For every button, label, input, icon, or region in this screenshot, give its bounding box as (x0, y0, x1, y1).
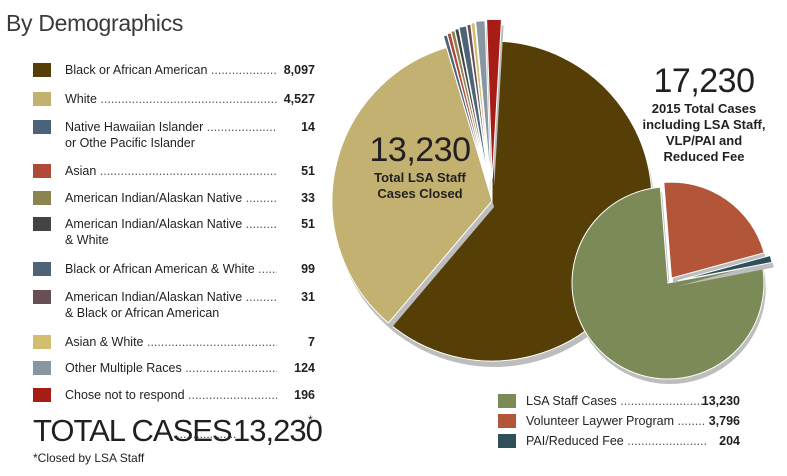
legend-swatch (33, 63, 51, 77)
legend-swatch (33, 120, 51, 134)
legend-swatch (33, 335, 51, 349)
legend-label: American Indian/Alaskan Native (65, 289, 277, 305)
legend-value: 14 (301, 120, 315, 134)
total-cases-leader: ................... (173, 427, 237, 441)
legend-swatch (33, 388, 51, 402)
legend-label-line2: or Othe Pacific Islander (65, 136, 195, 150)
pie-slice-american-indian-alaskan-native-white (454, 28, 490, 186)
second-pie-caption-line: 2015 Total Cases (651, 101, 757, 116)
main-pie-caption: Total LSA Staff Cases Closed (350, 170, 490, 202)
second-pie-caption-line: including LSA Staff, (642, 117, 766, 132)
legend-label: Black or African American (65, 62, 277, 78)
legend-swatch (33, 361, 51, 375)
second-pie-caption-line: Reduced Fee (663, 149, 745, 164)
legend-label: Other Multiple Races (65, 360, 277, 376)
total-cases-value: 13,230 (233, 413, 323, 448)
legend-value: 4,527 (283, 92, 315, 106)
legend-label: Asian (65, 163, 277, 179)
main-pie-caption-line: Cases Closed (377, 186, 463, 201)
legend-value: 7 (308, 335, 315, 349)
legend-swatch (33, 92, 51, 106)
pie-slice-asian-white (470, 22, 491, 182)
section-heading: By Demographics (6, 10, 184, 36)
legend-swatch (498, 434, 516, 448)
legend-label: Native Hawaiian Islander (65, 119, 277, 135)
pie-slice-chose-not-to-respond (486, 18, 503, 180)
legend-label: PAI/Reduced Fee (526, 433, 706, 449)
legend-value: 13,230 (701, 394, 740, 408)
legend-swatch (498, 394, 516, 408)
legend-label: Chose not to respond (65, 387, 277, 403)
legend-value: 99 (301, 262, 315, 276)
main-pie-caption-line: Total LSA Staff (374, 170, 466, 185)
legend-swatch (33, 217, 51, 231)
legend-label: Asian & White (65, 334, 277, 350)
pie-slice-pai-reduced-fee (677, 254, 773, 282)
legend-value: 33 (301, 191, 315, 205)
legend-label: Volunteer Laywer Program (526, 413, 706, 429)
pie-slice-volunteer-laywer-program (663, 181, 765, 279)
legend-value: 8,097 (283, 63, 315, 77)
legend-label: White (65, 91, 277, 107)
legend-value: 196 (294, 388, 315, 402)
legend-swatch (33, 290, 51, 304)
legend-value: 51 (301, 217, 315, 231)
legend-swatch (33, 262, 51, 276)
main-pie-number: 13,230 (369, 131, 472, 169)
legend-label: American Indian/Alaskan Native (65, 216, 277, 232)
pie-slice-black-or-african-american-white (458, 25, 490, 185)
second-pie-caption-line: VLP/PAI and (665, 133, 743, 148)
legend-label: LSA Staff Cases (526, 393, 706, 409)
footnote: *Closed by LSA Staff (33, 451, 145, 465)
legend-value: 3,796 (708, 414, 740, 428)
legend-value: 124 (294, 361, 315, 375)
second-pie-number: 17,230 (653, 62, 756, 100)
legend-swatch (498, 414, 516, 428)
pie-slice-white (331, 46, 493, 324)
total-cases-pie-chart (571, 181, 774, 384)
second-pie-caption: 2015 Total Cases including LSA Staff, VL… (622, 101, 786, 165)
total-cases-asterisk: * (308, 413, 313, 427)
legend-label: American Indian/Alaskan Native (65, 190, 277, 206)
legend-swatch (33, 164, 51, 178)
legend-value: 31 (301, 290, 315, 304)
legend-label-line2: & Black or African American (65, 306, 220, 320)
legend-value: 51 (301, 164, 315, 178)
legend-value: 204 (719, 434, 740, 448)
legend-label: Black or African American & White (65, 261, 277, 277)
legend-label-line2: & White (65, 233, 109, 247)
pie-slice-other-multiple-races (475, 20, 492, 181)
total-cases-label: TOTAL CASES (33, 413, 233, 448)
legend-swatch (33, 191, 51, 205)
pie-slice-lsa-staff-cases (571, 186, 765, 380)
